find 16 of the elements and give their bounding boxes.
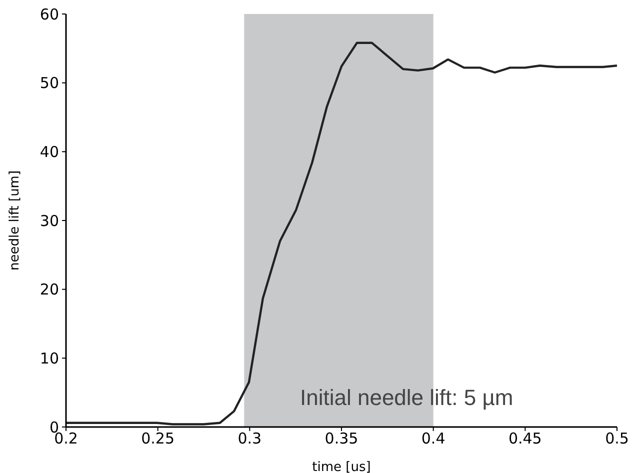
y-tick-label: 30: [40, 212, 59, 230]
x-tick-label: 0.25: [141, 430, 175, 448]
y-tick-label: 50: [40, 74, 59, 92]
x-axis-title: time [us]: [312, 460, 371, 473]
annotation: Initial needle lift: 5 µm: [300, 385, 514, 411]
x-tick-label: 0.45: [508, 430, 542, 448]
y-axis-title: needle lift [um]: [8, 170, 23, 271]
y-tick-label: 20: [40, 280, 59, 299]
x-tick-label: 0.3: [238, 430, 262, 448]
x-tick-label: 0.5: [605, 430, 629, 448]
line-series: [66, 42, 617, 426]
x-tick-label: 0.35: [324, 430, 358, 448]
y-tick-label: 10: [40, 349, 59, 368]
y-tick-label: 60: [40, 5, 59, 24]
y-tick-label: 40: [40, 142, 59, 161]
x-tick-label: 0.4: [421, 430, 446, 448]
